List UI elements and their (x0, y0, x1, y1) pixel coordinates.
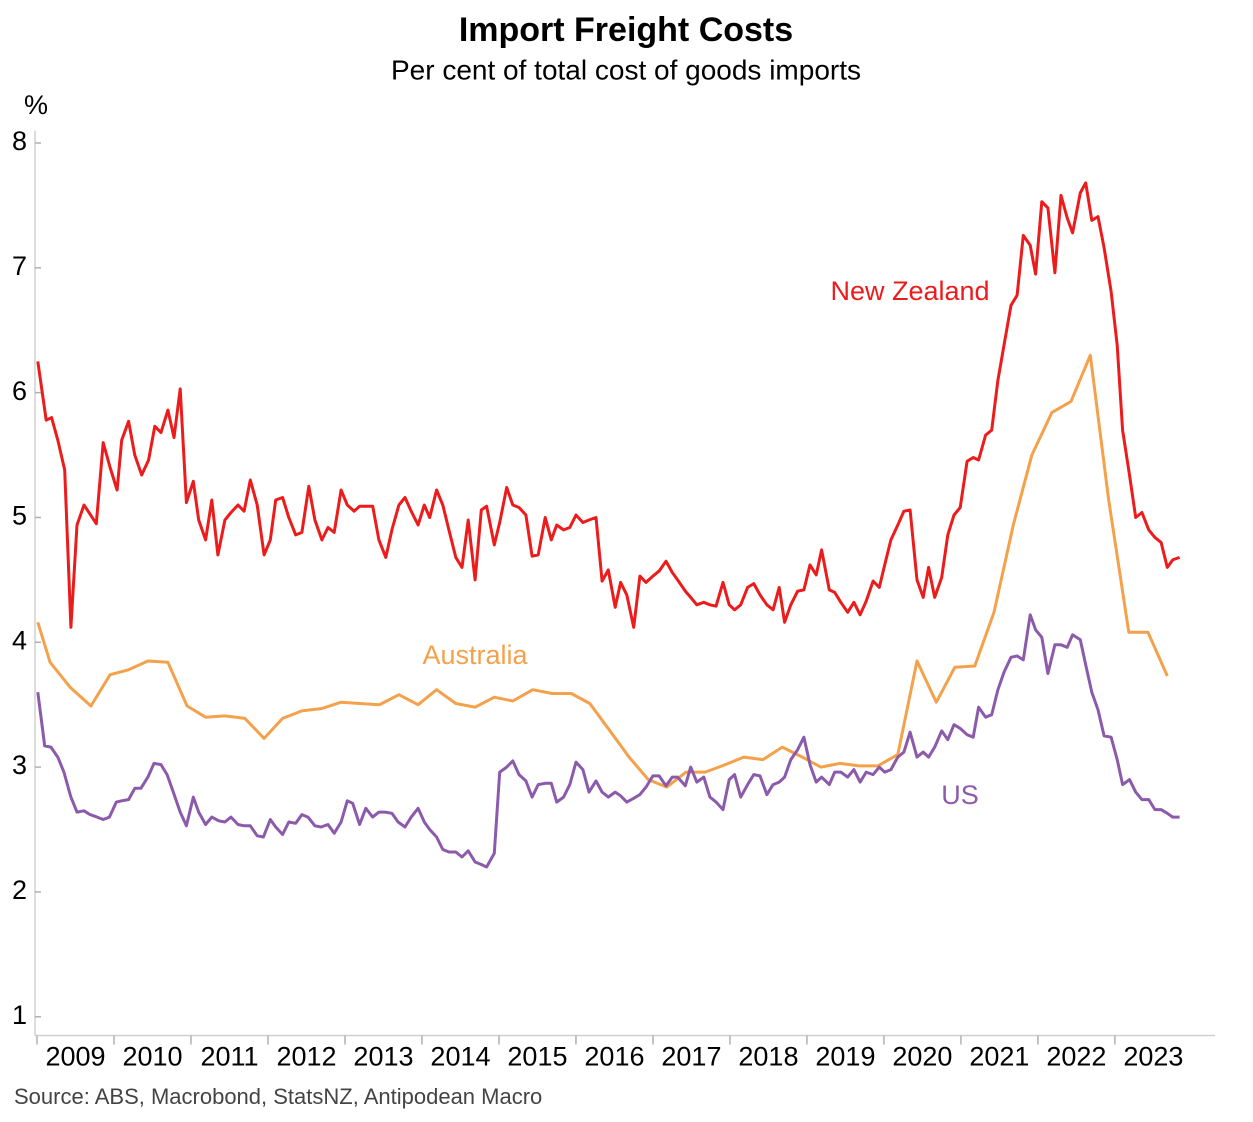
x-tick-label: 2017 (661, 1042, 721, 1072)
y-tick-label: 6 (12, 376, 27, 406)
x-tick-label: 2021 (969, 1042, 1029, 1072)
series-label: New Zealand (830, 276, 989, 306)
y-tick-label: 7 (12, 251, 27, 281)
x-tick-label: 2013 (353, 1042, 413, 1072)
series-label: US (941, 780, 979, 810)
x-tick-label: 2015 (507, 1042, 567, 1072)
x-tick-label: 2023 (1123, 1042, 1183, 1072)
x-tick-label: 2012 (276, 1042, 336, 1072)
y-tick-label: 2 (12, 875, 27, 905)
y-tick-label: 4 (12, 625, 27, 655)
x-tick-label: 2019 (815, 1042, 875, 1072)
series-line (36, 181, 1181, 629)
y-axis-unit: % (24, 90, 48, 120)
x-tick-label: 2014 (430, 1042, 490, 1072)
x-tick-label: 2016 (584, 1042, 644, 1072)
series-line (36, 613, 1180, 869)
x-tick-label: 2010 (122, 1042, 182, 1072)
y-tick-label: 8 (12, 126, 27, 156)
y-tick-label: 3 (12, 750, 27, 780)
series-line (36, 353, 1169, 789)
x-tick-label: 2022 (1046, 1042, 1106, 1072)
source-note: Source: ABS, Macrobond, StatsNZ, Antipod… (14, 1084, 542, 1109)
chart-title: Import Freight Costs (459, 11, 793, 49)
y-tick-label: 1 (12, 1000, 27, 1030)
y-tick-label: 5 (12, 501, 27, 531)
series-label: Australia (422, 640, 528, 670)
x-tick-label: 2009 (45, 1042, 105, 1072)
x-tick-label: 2018 (738, 1042, 798, 1072)
x-tick-label: 2011 (200, 1042, 258, 1072)
chart-subtitle: Per cent of total cost of goods imports (391, 54, 861, 85)
x-tick-label: 2020 (892, 1042, 952, 1072)
